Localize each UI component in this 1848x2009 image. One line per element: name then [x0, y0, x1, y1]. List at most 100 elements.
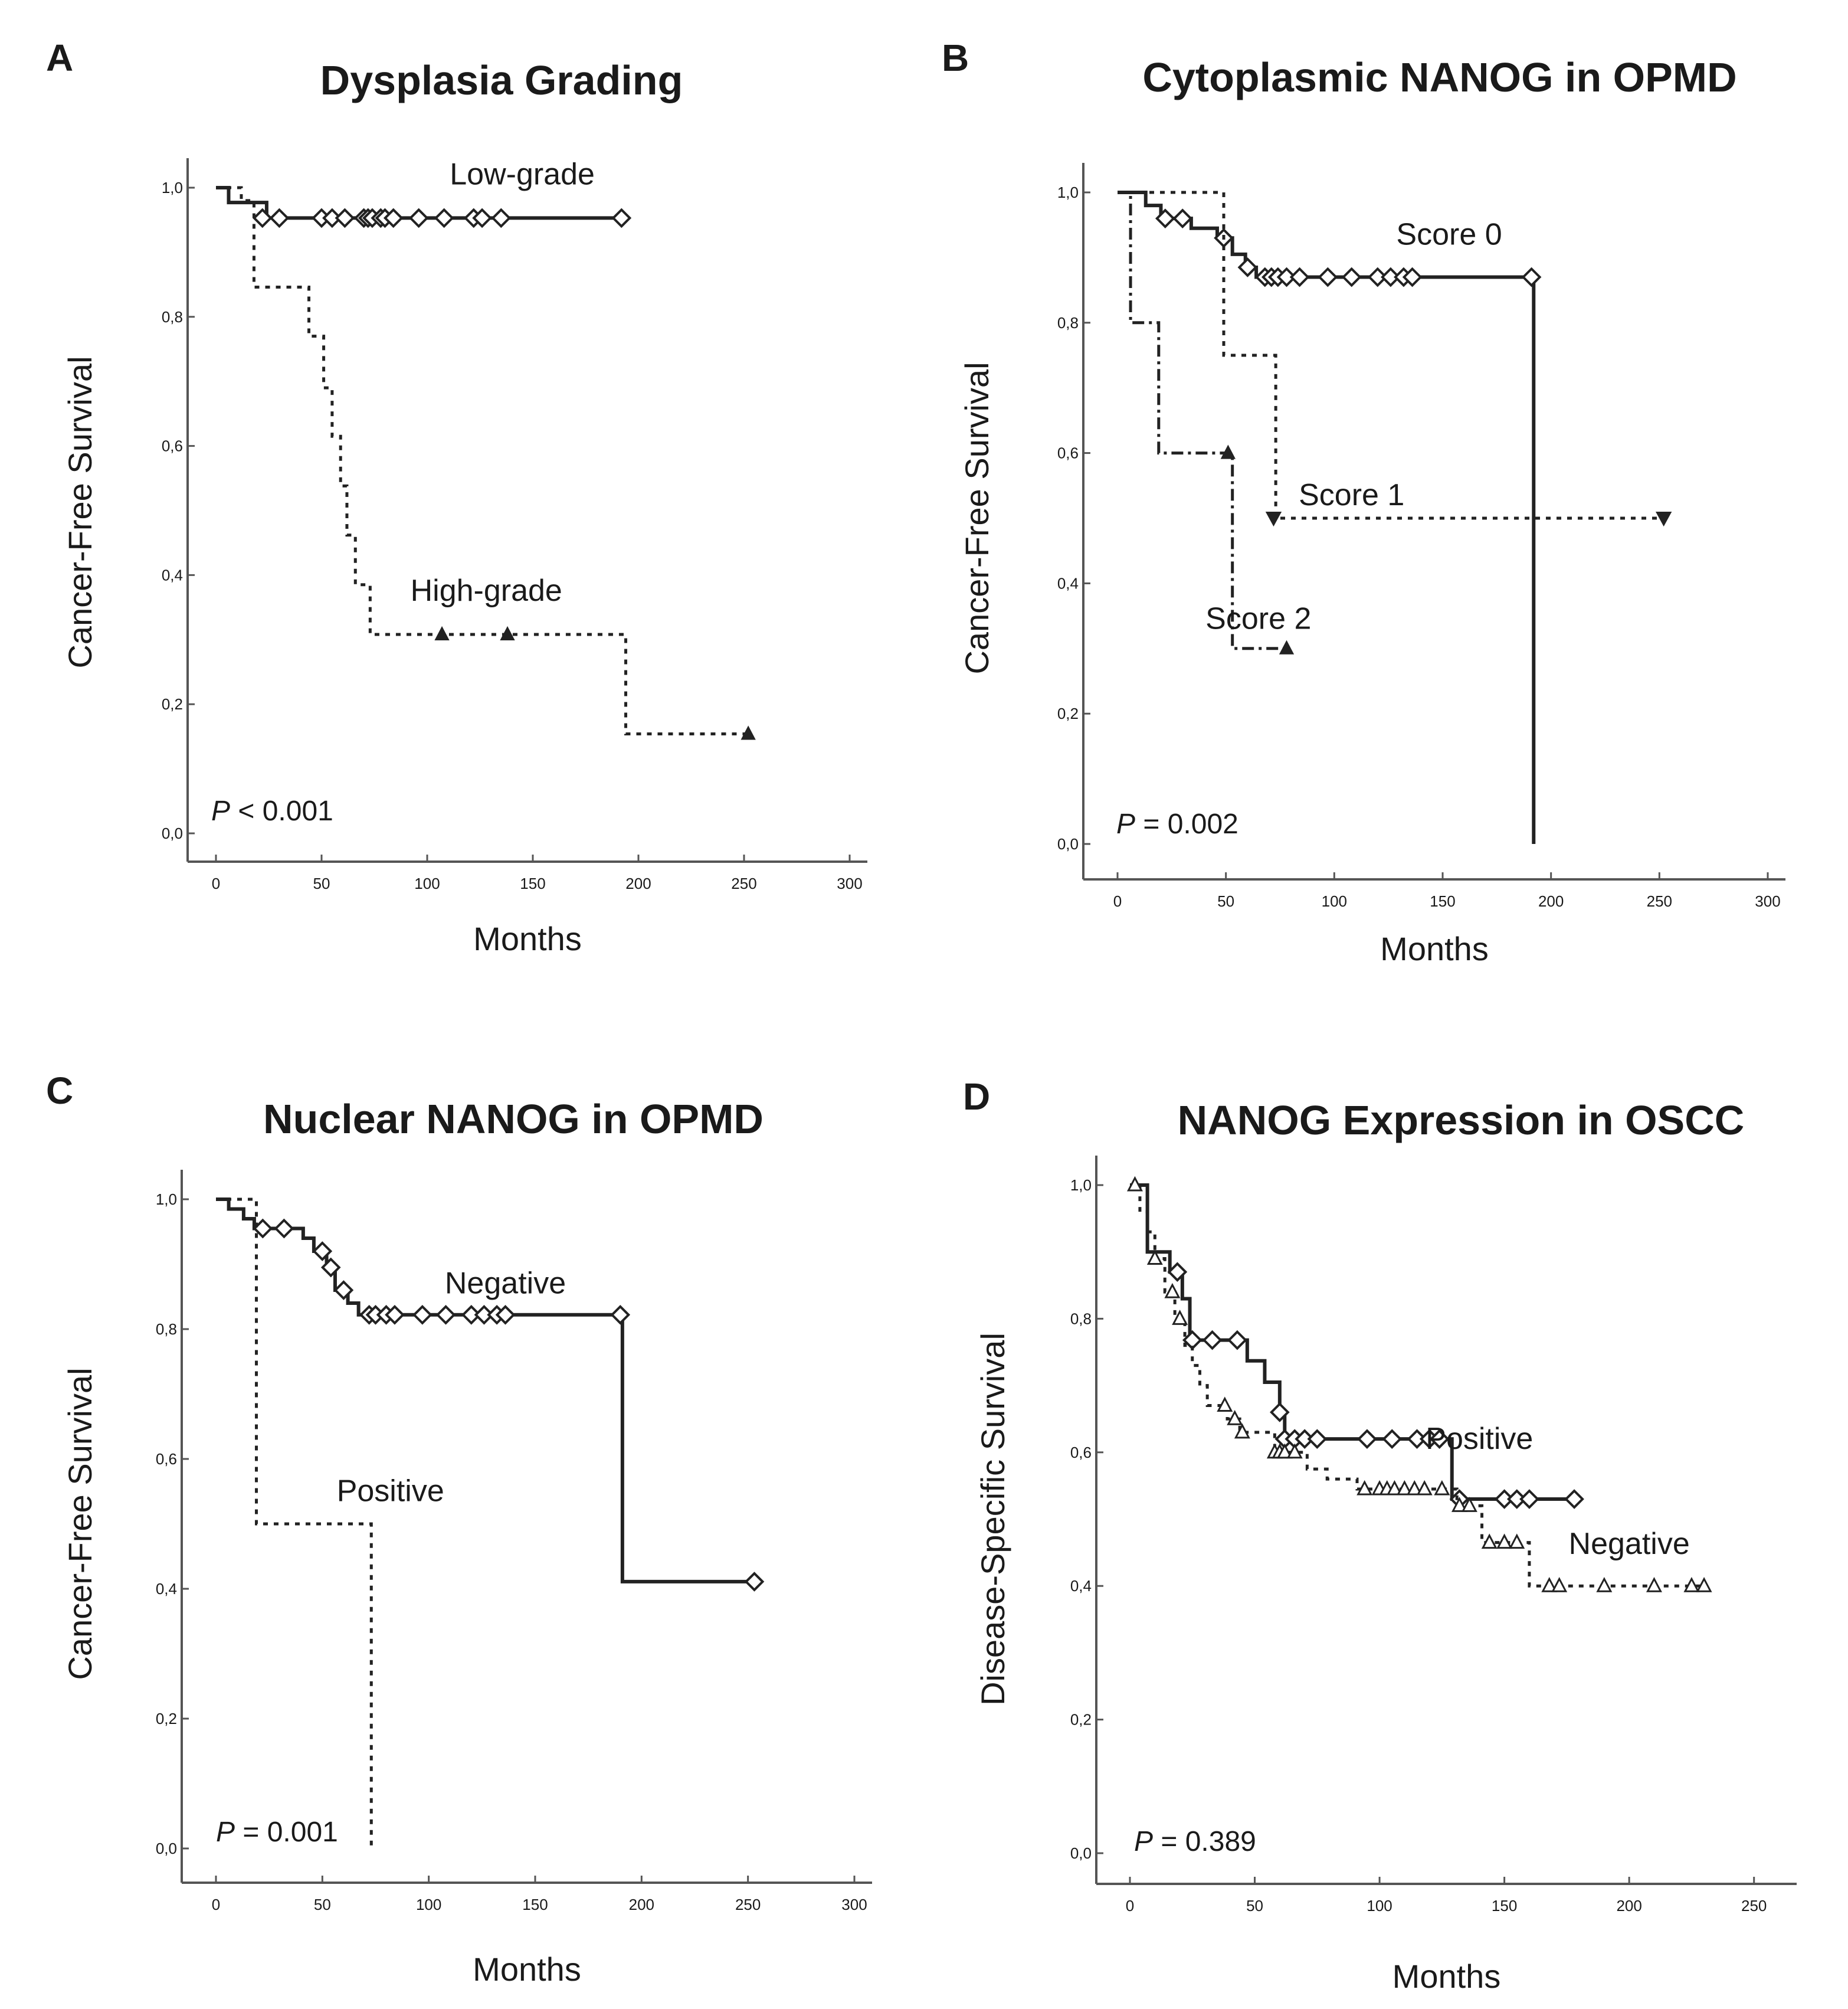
censor-marker [500, 626, 515, 641]
x-tick-label: 150 [1430, 892, 1455, 910]
panel-letter: C [46, 1069, 73, 1112]
censor-marker [611, 208, 632, 228]
panel-b: B Cytoplasmic NANOG in OPMD 0 50 100 150 200 25… [942, 37, 1785, 967]
y-tick-label: 0,2 [156, 1710, 177, 1727]
series-score-0: Score 0 [1118, 191, 1542, 844]
panel-title: Nuclear NANOG in OPMD [263, 1096, 764, 1142]
x-tick-label: 100 [1367, 1897, 1392, 1915]
censor-marker [1655, 512, 1672, 527]
x-tick-label: 200 [629, 1896, 654, 1913]
censor-marker [1683, 1576, 1700, 1592]
censor-marker [1406, 1480, 1423, 1496]
censor-marker [408, 208, 429, 228]
x-tick-label: 300 [841, 1896, 867, 1913]
y-tick-label: 1,0 [162, 179, 183, 197]
curve-label: Positive [1426, 1422, 1533, 1456]
censor-marker [491, 208, 512, 228]
series-score-2: Score 2 [1118, 191, 1311, 655]
censor-marker [1276, 1443, 1293, 1459]
censor-marker [1217, 1396, 1233, 1412]
y-tick-label: 0,8 [156, 1320, 177, 1338]
y-tick-label: 0,0 [162, 824, 183, 842]
p-symbol: P [1116, 809, 1135, 840]
censor-marker [1237, 257, 1258, 277]
censor-marker [1496, 1533, 1513, 1549]
x-axis-title: Months [473, 1951, 581, 1988]
curve-label: High-grade [411, 574, 562, 608]
y-axis-title: Cancer-Free Survival [61, 1367, 99, 1680]
y-tick-label: 0,6 [156, 1450, 177, 1468]
censor-marker [1519, 1489, 1539, 1509]
x-tick-label: 250 [1741, 1897, 1767, 1915]
series-negative: Negative [1126, 1176, 1712, 1592]
censor-marker [474, 1304, 494, 1325]
censor-marker [383, 208, 404, 228]
x-tick-label: 0 [212, 1896, 220, 1913]
censor-marker [1356, 1480, 1373, 1496]
censor-marker [1270, 1402, 1290, 1422]
x-tick-label: 50 [1217, 892, 1234, 910]
censor-marker [1279, 640, 1295, 655]
x-tick-label: 200 [1616, 1897, 1641, 1915]
censor-marker [1318, 267, 1338, 287]
panel-letter: D [963, 1075, 990, 1118]
curve-label: Low-grade [450, 158, 595, 192]
curve-label: Score 0 [1396, 217, 1502, 251]
censor-marker [320, 1257, 341, 1278]
censor-marker [1541, 1576, 1558, 1592]
x-tick-label: 0 [1113, 892, 1122, 910]
series-score-1: Score 1 [1118, 191, 1672, 527]
x-tick-label: 150 [1492, 1897, 1517, 1915]
curve-label: Score 2 [1205, 602, 1311, 636]
censor-marker [495, 1304, 516, 1325]
y-tick-label: 1,0 [1057, 184, 1079, 201]
y-tick-label: 0,4 [156, 1580, 177, 1598]
series-positive: Positive [216, 1197, 444, 1848]
censor-marker [1126, 1176, 1143, 1192]
censor-marker [1167, 1262, 1188, 1282]
survival-curve [1118, 191, 1287, 650]
p-value-label: P = 0.002 [1116, 809, 1238, 840]
panel-a: A Dysplasia Grading 0 50 100 150 200 250 300 0,0 0… [46, 37, 867, 957]
x-tick-label: 200 [625, 875, 651, 892]
censor-marker [1286, 1443, 1303, 1459]
censor-marker [610, 1304, 631, 1325]
y-tick-label: 0,4 [1057, 574, 1079, 592]
censor-marker [335, 208, 355, 228]
censor-marker [1341, 267, 1362, 287]
panel-d: D NANOG Expression in OSCC 0 50 100 150 200 250… [963, 1075, 1797, 1995]
censor-marker [1521, 267, 1542, 287]
censor-marker [434, 208, 454, 228]
censor-marker [1234, 1423, 1250, 1439]
censor-marker [1155, 208, 1175, 228]
x-tick-label: 0 [1126, 1897, 1134, 1915]
censor-marker [333, 1280, 354, 1300]
censor-marker [1367, 267, 1388, 287]
censor-marker [1265, 512, 1282, 527]
survival-curve [216, 186, 749, 736]
survival-curve [1130, 1183, 1705, 1588]
p-value-text: = 0.001 [235, 1817, 338, 1848]
y-tick-label: 0,8 [162, 308, 183, 326]
y-tick-label: 0,0 [156, 1840, 177, 1857]
x-tick-label: 300 [837, 875, 862, 892]
curve-label: Negative [445, 1267, 566, 1301]
censor-marker [1564, 1489, 1584, 1509]
y-tick-label: 0,2 [1070, 1711, 1092, 1729]
censor-marker [1646, 1576, 1662, 1592]
series-high-grade: High-grade [216, 186, 756, 740]
x-tick-label: 250 [735, 1896, 761, 1913]
censor-marker [1289, 267, 1310, 287]
censor-marker [744, 1572, 765, 1592]
y-tick-label: 0,4 [162, 566, 183, 584]
p-value-label: P = 0.389 [1134, 1826, 1256, 1857]
x-tick-label: 0 [212, 875, 220, 892]
censor-marker [1227, 1409, 1243, 1425]
y-tick-label: 1,0 [156, 1190, 177, 1208]
series-low-grade: Low-grade [216, 158, 632, 228]
series-positive: Positive [1130, 1183, 1584, 1509]
x-tick-label: 100 [1322, 892, 1347, 910]
p-value-text: < 0.001 [230, 796, 333, 827]
survival-curve [1118, 191, 1664, 520]
